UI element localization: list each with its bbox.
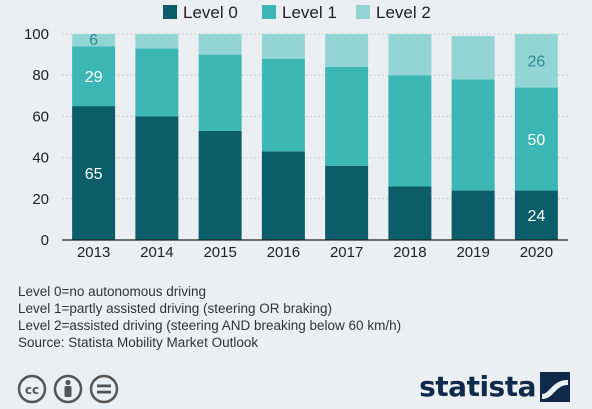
bar-segment [135, 116, 179, 240]
y-tick-label: 100 [24, 26, 49, 43]
legend-label: Level 0 [183, 3, 238, 22]
legend: Level 0 Level 1 Level 2 [163, 3, 431, 22]
legend-label: Level 1 [282, 3, 337, 22]
statista-logo-icon [540, 371, 570, 402]
bar-segment [72, 34, 116, 47]
bar-segment [451, 190, 495, 240]
note-level-2: Level 2=assisted driving (steering AND b… [18, 318, 402, 333]
statista-brand[interactable]: statista [419, 370, 570, 403]
bar-segment [198, 130, 242, 240]
bar-segment [261, 34, 305, 59]
x-tick-label: 2014 [140, 244, 173, 261]
y-tick-label: 20 [32, 191, 49, 208]
bar-segment [388, 75, 432, 187]
creative-commons-icon[interactable]: cc [17, 374, 47, 404]
bar-segment [135, 48, 179, 117]
bar-segment [198, 34, 242, 55]
chart-notes: Level 0=no autonomous driving Level 1=pa… [18, 283, 401, 351]
x-tick-label: 2017 [330, 244, 363, 261]
data-labels: 65 29 6 24 50 26 [85, 32, 546, 225]
bar-segment [514, 87, 558, 191]
bar-segment [72, 46, 116, 107]
y-axis: 0 20 40 60 80 100 [24, 26, 49, 249]
bars [72, 34, 558, 240]
source-note: Source: Statista Mobility Market Outlook [18, 335, 259, 350]
y-tick-label: 60 [32, 108, 49, 125]
legend-swatch [163, 5, 177, 19]
bar-segment [261, 151, 305, 240]
bar-segment [514, 190, 558, 240]
no-derivatives-icon[interactable] [89, 374, 119, 404]
legend-item: Level 0 [163, 3, 238, 22]
bar-segment [325, 34, 369, 67]
brand-name: statista [419, 370, 536, 403]
bar-segment [72, 106, 116, 240]
data-label: 26 [527, 54, 545, 71]
bar-segment [388, 186, 432, 240]
x-axis: 2013 2014 2015 2016 2017 2018 2019 2020 [62, 239, 568, 261]
bar-segment [514, 34, 558, 88]
y-tick-label: 40 [32, 150, 49, 167]
data-label: 50 [527, 132, 545, 149]
bar-segment [388, 34, 432, 76]
note-level-1: Level 1=partly assisted driving (steerin… [18, 301, 333, 316]
bar-segment [135, 34, 179, 49]
y-tick-label: 0 [41, 232, 49, 249]
y-tick-label: 80 [32, 67, 49, 84]
x-tick-label: 2016 [267, 244, 300, 261]
bar-segment [325, 66, 369, 166]
x-tick-label: 2018 [393, 244, 426, 261]
legend-swatch [356, 5, 370, 19]
x-tick-label: 2019 [456, 244, 489, 261]
legend-label: Level 2 [376, 3, 431, 22]
svg-text:cc: cc [25, 383, 39, 397]
legend-swatch [262, 5, 276, 19]
bar-segment [451, 79, 495, 191]
bar-segment [198, 54, 242, 131]
data-label: 6 [89, 32, 98, 49]
x-tick-label: 2015 [203, 244, 236, 261]
attribution-icon[interactable] [53, 374, 83, 404]
bar-segment [451, 36, 495, 80]
data-label: 29 [85, 69, 103, 86]
data-label: 24 [527, 208, 545, 225]
legend-item: Level 1 [262, 3, 337, 22]
x-tick-label: 2013 [77, 244, 110, 261]
bar-segment [325, 165, 369, 240]
license-icons: cc [17, 374, 119, 404]
note-level-0: Level 0=no autonomous driving [18, 284, 207, 299]
data-label: 65 [85, 166, 103, 183]
bar-segment [261, 58, 305, 152]
x-tick-label: 2020 [520, 244, 553, 261]
legend-item: Level 2 [356, 3, 431, 22]
